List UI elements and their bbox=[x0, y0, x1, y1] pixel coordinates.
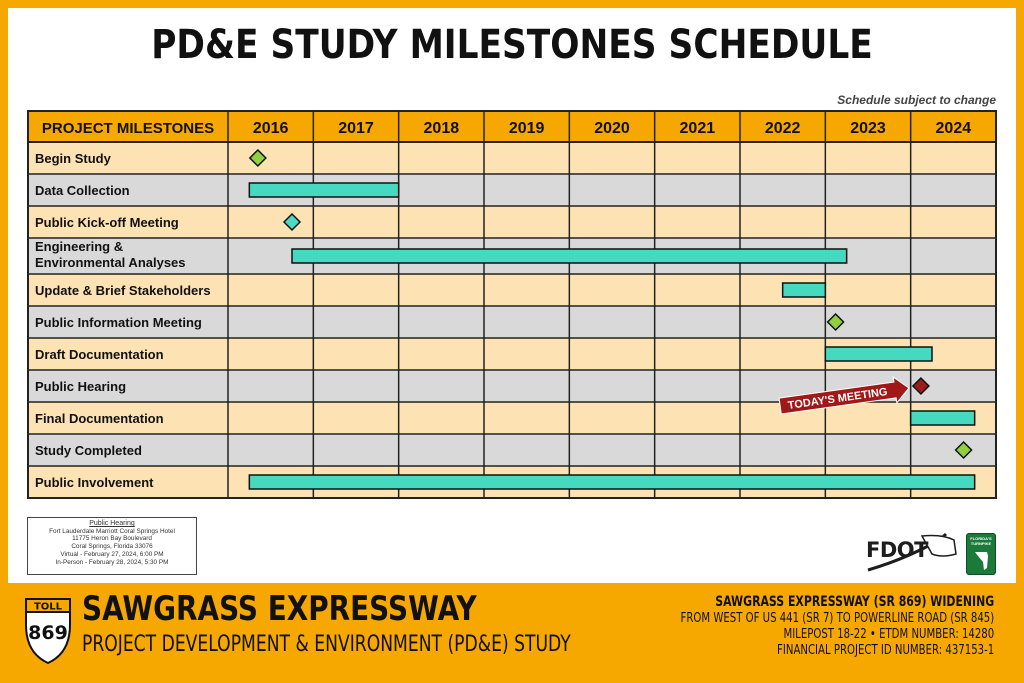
year-header: 2018 bbox=[424, 120, 460, 137]
header-label: PROJECT MILESTONES bbox=[42, 120, 214, 137]
banner-title: SAWGRASS EXPRESSWAY bbox=[82, 589, 477, 629]
gantt-row-bg bbox=[28, 274, 996, 306]
hearing-info-line: In-Person - February 28, 2024, 5:30 PM bbox=[55, 558, 169, 566]
hearing-info-line: Fort Lauderdale Marriott Coral Springs H… bbox=[49, 527, 175, 535]
milestone-diamond bbox=[826, 312, 845, 332]
gantt-row-bg bbox=[28, 206, 996, 238]
gantt-chart: PROJECT MILESTONES 2016 2017 2018 2019 2020 20… bbox=[27, 110, 997, 499]
gantt-bar bbox=[781, 282, 827, 298]
shield-number-text: 869 bbox=[28, 622, 68, 644]
hearing-info-line: Coral Springs, Florida 33076 bbox=[71, 543, 153, 551]
milestone-diamond bbox=[282, 212, 302, 232]
milestone-label: Public Information Meeting bbox=[35, 315, 202, 330]
turnpike-logo: FLORIDA'S TURNPIKE bbox=[966, 533, 996, 575]
hearing-info-line: Virtual - February 27, 2024, 6:00 PM bbox=[60, 550, 164, 558]
year-header: 2020 bbox=[594, 120, 630, 137]
gantt-bar bbox=[291, 248, 848, 264]
banner-right-line: MILEPOST 18-22 • ETDM NUMBER: 14280 bbox=[783, 627, 994, 642]
gantt-bar bbox=[248, 474, 976, 490]
milestone-diamond bbox=[911, 376, 930, 396]
page-title: PD&E STUDY MILESTONES SCHEDULE bbox=[151, 22, 873, 68]
year-header: 2017 bbox=[338, 120, 374, 137]
milestone-label: Begin Study bbox=[35, 151, 112, 166]
banner-right-title: SAWGRASS EXPRESSWAY (SR 869) WIDENING bbox=[715, 594, 994, 610]
florida-icon bbox=[975, 552, 988, 570]
fdot-logo-swoosh-icon bbox=[867, 532, 957, 572]
milestone-label: Public Hearing bbox=[35, 379, 126, 394]
gantt-row-bg bbox=[28, 174, 996, 206]
banner-right-line: FINANCIAL PROJECT ID NUMBER: 437153-1 bbox=[776, 643, 994, 658]
hearing-info-heading: Public Hearing bbox=[89, 520, 135, 527]
milestone-diamond bbox=[248, 148, 267, 168]
shield-toll-text: TOLL bbox=[34, 602, 63, 613]
banner-subtitle: PROJECT DEVELOPMENT & ENVIRONMENT (PD&E)… bbox=[82, 632, 571, 657]
turnpike-logo-text: FLORIDA'S TURNPIKE bbox=[970, 536, 992, 546]
gantt-row-bg bbox=[28, 434, 996, 466]
header-row bbox=[28, 111, 996, 142]
year-header: 2021 bbox=[680, 120, 716, 137]
milestone-label: Study Completed bbox=[35, 443, 142, 458]
year-header: 2019 bbox=[509, 120, 545, 137]
toll-869-shield-icon: TOLL 869 bbox=[25, 598, 71, 665]
fdot-logo: FDOT bbox=[866, 538, 928, 562]
gantt-row-bg bbox=[28, 402, 996, 434]
milestone-label: Environmental Analyses bbox=[35, 255, 186, 270]
milestone-label: Data Collection bbox=[35, 183, 130, 198]
schedule-note: Schedule subject to change bbox=[837, 93, 996, 107]
year-header: 2016 bbox=[253, 120, 289, 137]
footer-banner bbox=[8, 583, 1016, 675]
hearing-info-line: 11775 Heron Bay Boulevard bbox=[72, 535, 152, 543]
milestone-label: Public Involvement bbox=[35, 475, 154, 490]
milestone-label: Update & Brief Stakeholders bbox=[35, 283, 211, 298]
banner-right-line: FROM WEST OF US 441 (SR 7) TO POWERLINE … bbox=[680, 611, 994, 626]
hearing-info-box: Public Hearing Fort Lauderdale Marriott … bbox=[27, 517, 197, 575]
milestone-label: Public Kick-off Meeting bbox=[35, 215, 179, 230]
gantt-bar bbox=[248, 182, 400, 198]
milestone-diamond bbox=[954, 440, 973, 460]
year-header: 2023 bbox=[850, 120, 886, 137]
milestone-label: Draft Documentation bbox=[35, 347, 164, 362]
gantt-bar bbox=[824, 346, 933, 362]
milestone-label: Final Documentation bbox=[35, 411, 164, 426]
year-header: 2022 bbox=[765, 120, 801, 137]
gantt-row-bg bbox=[28, 142, 996, 174]
milestone-label: Engineering & bbox=[35, 239, 123, 254]
year-header: 2024 bbox=[936, 120, 972, 137]
banner-project-info: SAWGRASS EXPRESSWAY (SR 869) WIDENING FR… bbox=[680, 593, 994, 659]
gantt-bar bbox=[909, 410, 976, 426]
callout-arrow bbox=[778, 376, 910, 415]
